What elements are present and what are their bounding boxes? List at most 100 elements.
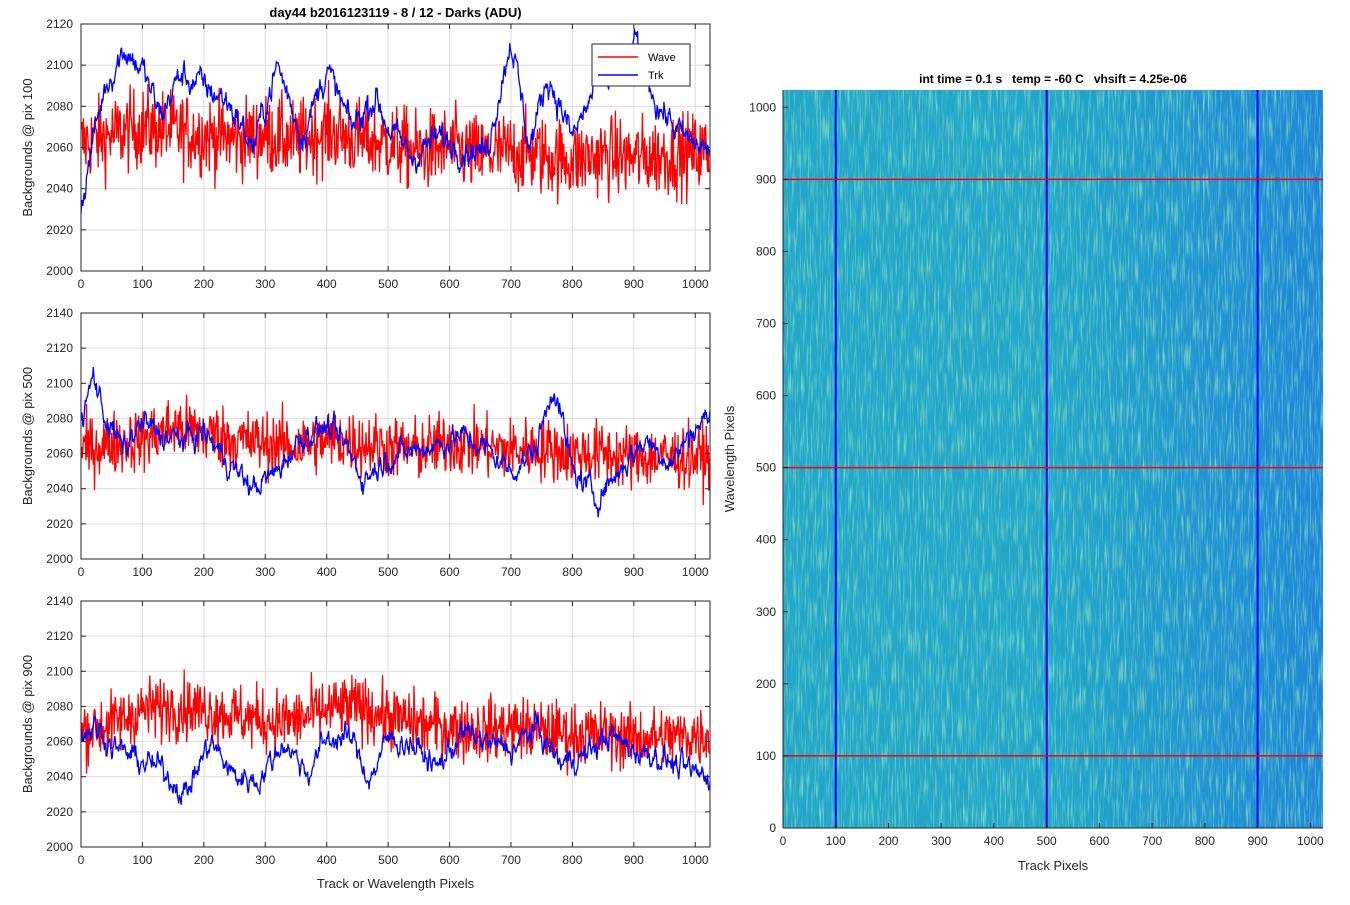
series-line-wave <box>81 394 710 505</box>
heatmap-y-tick-label: 600 <box>756 389 776 403</box>
x-tick-label: 700 <box>501 565 521 579</box>
y-tick-label: 2020 <box>46 223 73 237</box>
x-tick-label: 900 <box>624 853 644 867</box>
series-line-trk <box>81 367 710 518</box>
y-tick-label: 2080 <box>46 411 73 425</box>
x-tick-label: 1000 <box>682 565 709 579</box>
legend-label-trk: Trk <box>648 70 664 82</box>
heatmap-y-tick-label: 800 <box>756 244 776 258</box>
y-axis-label: Backgrounds @ pix 900 <box>20 655 35 793</box>
y-tick-label: 2020 <box>46 517 73 531</box>
x-tick-label: 1000 <box>682 277 709 291</box>
heatmap-y-tick-label: 100 <box>756 749 776 763</box>
axes-frame <box>80 312 711 560</box>
y-tick-label: 2060 <box>46 447 73 461</box>
heatmap-y-tick-label: 500 <box>756 461 776 475</box>
y-tick-label: 2040 <box>46 182 73 196</box>
heatmap-y-tick-label: 900 <box>756 172 776 186</box>
heatmap-texture <box>783 90 1323 828</box>
x-tick-label: 800 <box>562 277 582 291</box>
x-tick-label: 100 <box>132 853 152 867</box>
x-tick-label: 0 <box>78 853 85 867</box>
legend-label-wave: Wave <box>648 52 676 64</box>
y-tick-label: 2140 <box>46 594 73 608</box>
x-tick-label: 500 <box>378 565 398 579</box>
y-tick-label: 2060 <box>46 735 73 749</box>
y-tick-label: 2060 <box>46 141 73 155</box>
heatmap-panel: 0 100 200 300 400 500 600 700 800 900 1000 0 100 200 3… <box>722 72 1324 873</box>
y-tick-label: 2120 <box>46 629 73 643</box>
y-tick-label: 2080 <box>46 699 73 713</box>
line-panel-3: 0 100 200 300 400 500 600 700 800 900 1000 2000 2020… <box>20 594 711 891</box>
y-tick-label: 2000 <box>46 552 73 566</box>
x-tick-label: 300 <box>255 853 275 867</box>
x-tick-label: 100 <box>132 277 152 291</box>
x-tick-label: 900 <box>624 277 644 291</box>
heatmap-y-axis-label: Wavelength Pixels <box>722 405 737 512</box>
y-tick-label: 2120 <box>46 341 73 355</box>
heatmap-x-tick-label: 300 <box>931 834 951 848</box>
y-tick-label: 2020 <box>46 805 73 819</box>
x-tick-label: 300 <box>255 277 275 291</box>
heatmap-x-tick-label: 0 <box>780 834 787 848</box>
y-tick-label: 2080 <box>46 99 73 113</box>
axes-frame <box>80 600 711 848</box>
x-tick-label: 800 <box>562 565 582 579</box>
x-tick-label: 700 <box>501 277 521 291</box>
heatmap-y-tick-label: 1000 <box>749 100 776 114</box>
x-tick-label: 600 <box>440 565 460 579</box>
chart-title: day44 b2016123119 - 8 / 12 - Darks (ADU) <box>269 5 521 20</box>
x-tick-label: 0 <box>78 565 85 579</box>
heatmap-y-tick-label: 700 <box>756 317 776 331</box>
x-tick-label: 300 <box>255 565 275 579</box>
heatmap-x-tick-label: 800 <box>1195 834 1215 848</box>
x-tick-label: 900 <box>624 565 644 579</box>
x-axis-label: Track or Wavelength Pixels <box>317 876 475 891</box>
x-tick-label: 600 <box>440 277 460 291</box>
series-line-trk <box>81 709 710 805</box>
series-group <box>81 367 710 518</box>
y-tick-label: 2100 <box>46 376 73 390</box>
y-axis-label: Backgrounds @ pix 100 <box>20 78 35 216</box>
heatmap-x-tick-label: 400 <box>984 834 1004 848</box>
y-tick-label: 2000 <box>46 264 73 278</box>
line-panel-2: 0 100 200 300 400 500 600 700 800 900 1000 2000 2020… <box>20 306 711 579</box>
heatmap-x-tick-label: 900 <box>1248 834 1268 848</box>
series-group <box>81 669 710 805</box>
legend: Wave Trk <box>591 43 691 87</box>
legend-box <box>591 43 691 87</box>
heatmap-y-tick-label: 200 <box>756 677 776 691</box>
series-line-wave <box>81 669 710 776</box>
y-tick-label: 2040 <box>46 482 73 496</box>
y-tick-label: 2120 <box>46 17 73 31</box>
line-panel-1: 0 100 200 300 400 500 600 700 800 900 1000 2000 2020… <box>20 5 711 291</box>
x-tick-label: 800 <box>562 853 582 867</box>
heatmap-y-tick-label: 0 <box>769 821 776 835</box>
x-tick-label: 200 <box>194 277 214 291</box>
heatmap-title: int time = 0.1 s temp = -60 C vhsift = 4… <box>919 72 1187 86</box>
x-tick-label: 200 <box>194 853 214 867</box>
heatmap-x-tick-label: 200 <box>878 834 898 848</box>
y-tick-label: 2040 <box>46 770 73 784</box>
y-tick-label: 2140 <box>46 306 73 320</box>
x-tick-label: 1000 <box>682 853 709 867</box>
x-tick-label: 400 <box>317 565 337 579</box>
heatmap-x-tick-label: 1000 <box>1297 834 1324 848</box>
x-tick-label: 0 <box>78 277 85 291</box>
y-axis-label: Backgrounds @ pix 500 <box>20 367 35 505</box>
heatmap-x-axis-label: Track Pixels <box>1018 858 1089 873</box>
y-tick-label: 2000 <box>46 840 73 854</box>
x-tick-label: 200 <box>194 565 214 579</box>
heatmap-x-tick-label: 600 <box>1089 834 1109 848</box>
heatmap-y-tick-label: 400 <box>756 533 776 547</box>
x-tick-label: 500 <box>378 853 398 867</box>
x-tick-label: 700 <box>501 853 521 867</box>
x-tick-label: 600 <box>440 853 460 867</box>
y-tick-label: 2100 <box>46 664 73 678</box>
x-tick-label: 100 <box>132 565 152 579</box>
x-tick-label: 400 <box>317 277 337 291</box>
x-tick-label: 400 <box>317 853 337 867</box>
heatmap-x-tick-label: 500 <box>1037 834 1057 848</box>
